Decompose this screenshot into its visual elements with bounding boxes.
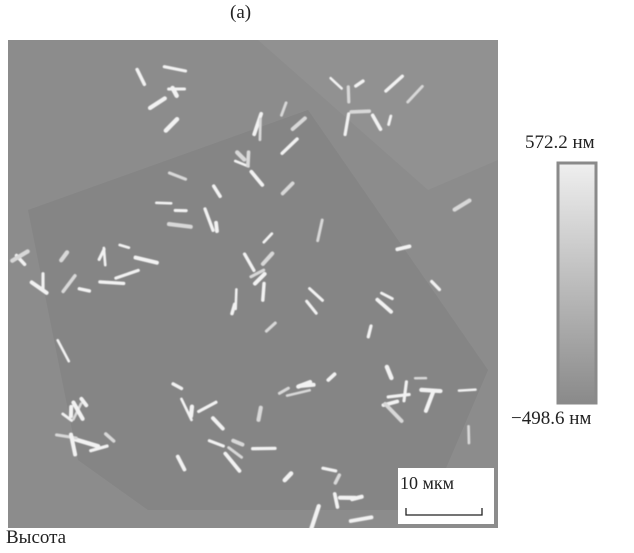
particle (169, 224, 191, 227)
panel-label: (a) (230, 2, 251, 24)
particle (79, 289, 89, 291)
colorbar-gradient (558, 163, 596, 403)
colorbar-min-label: −498.6 нм (511, 408, 591, 430)
particle (100, 282, 124, 283)
caption: Высота (6, 527, 66, 549)
figure: (a) 10 мкм 572.2 нм −498.6 нм Высота (0, 0, 634, 553)
afm-image (8, 40, 498, 528)
particle (258, 408, 260, 420)
particle (191, 407, 192, 417)
particle (263, 283, 264, 300)
particle (156, 203, 171, 204)
particle (216, 223, 217, 231)
scale-bar-label: 10 мкм (400, 473, 454, 494)
particle (421, 390, 440, 391)
particle (459, 390, 476, 391)
particle (348, 87, 349, 102)
particle (351, 111, 369, 112)
colorbar (556, 161, 600, 405)
colorbar-max-label: 572.2 нм (525, 132, 595, 154)
particle (248, 152, 249, 166)
